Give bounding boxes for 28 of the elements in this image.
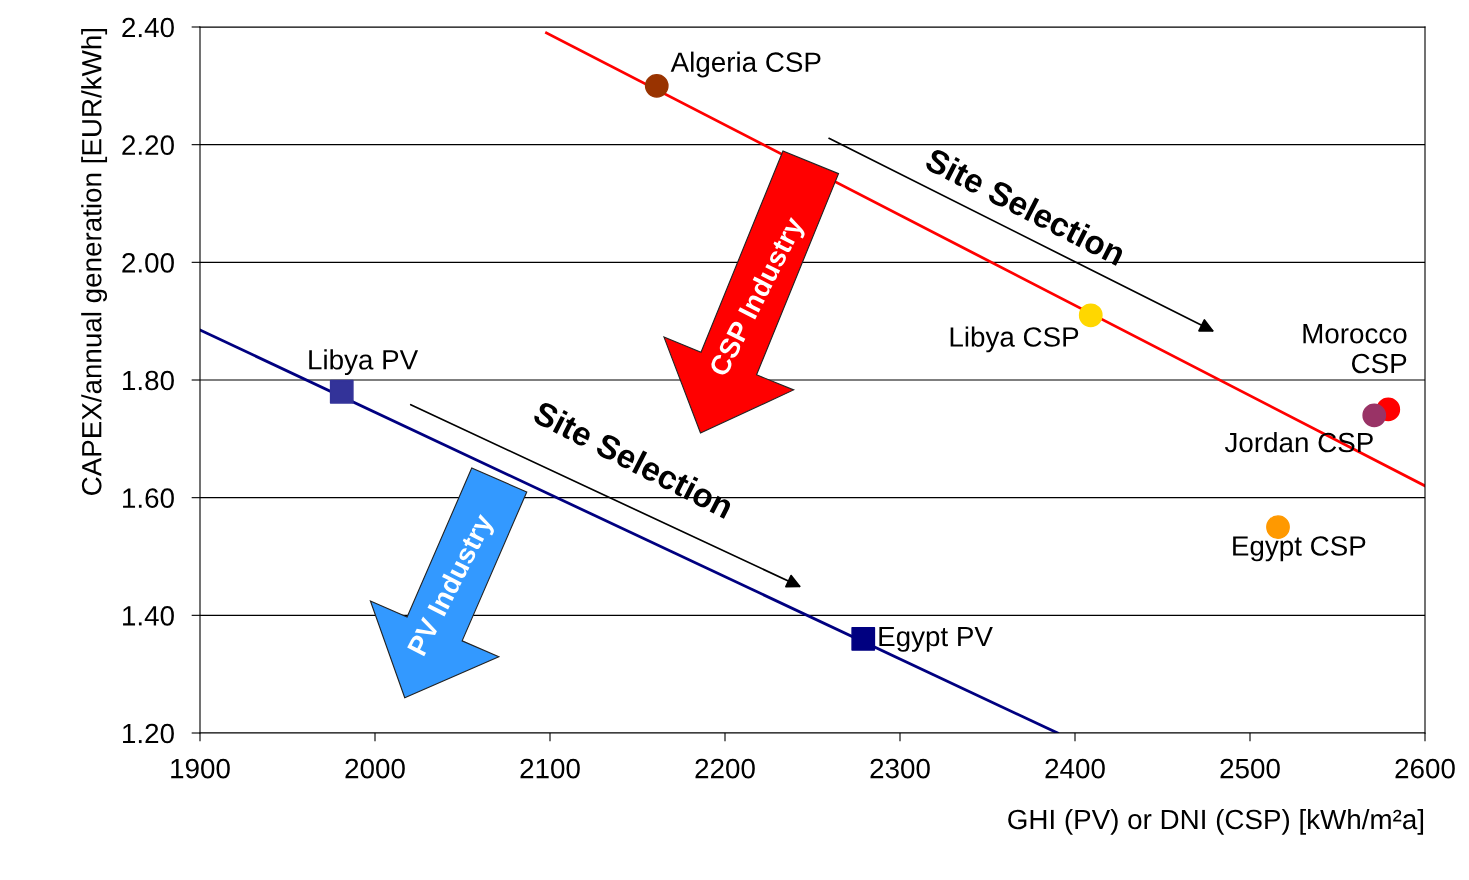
x-tick-label: 2300: [870, 758, 930, 779]
x-tick-label: 2600: [1395, 758, 1455, 779]
y-tick-label: 2.40: [122, 17, 174, 38]
point: [851, 626, 876, 651]
x-tick-label: 2000: [345, 758, 405, 779]
x-axis-title: GHI (PV) or DNI (CSP) [kWh/m²a]: [1008, 808, 1424, 835]
y-tick-label: 1.40: [123, 606, 174, 626]
point: [644, 73, 669, 98]
point: [1362, 403, 1387, 428]
y-tick-label: 2.00: [122, 253, 174, 273]
y-tick-label: 2.20: [122, 135, 174, 156]
y-tick-label: 1.80: [123, 370, 174, 391]
y-axis-title: CAPEX/annual generation [EUR/kWh]: [81, 28, 108, 495]
series-label: Libya PV: [309, 349, 419, 376]
x-tick-label: 1900: [171, 758, 230, 779]
y-tick-label: 1.60: [123, 488, 174, 509]
y-tick-label: 1.20: [123, 723, 174, 744]
series-label: Algeria CSP: [670, 51, 821, 78]
series-label: Libya CSP: [950, 326, 1079, 353]
x-tick-label: 2200: [695, 758, 755, 779]
series-label: Egypt CSP: [1233, 536, 1366, 562]
x-tick-label: 2100: [520, 758, 580, 779]
series-label: Egypt PV: [879, 626, 993, 652]
x-tick-label: 2400: [1045, 758, 1105, 779]
series-label: Morocco CSP: [1303, 324, 1407, 374]
point: [1078, 303, 1103, 328]
point: [329, 379, 354, 404]
x-tick-label: 2500: [1220, 758, 1280, 779]
